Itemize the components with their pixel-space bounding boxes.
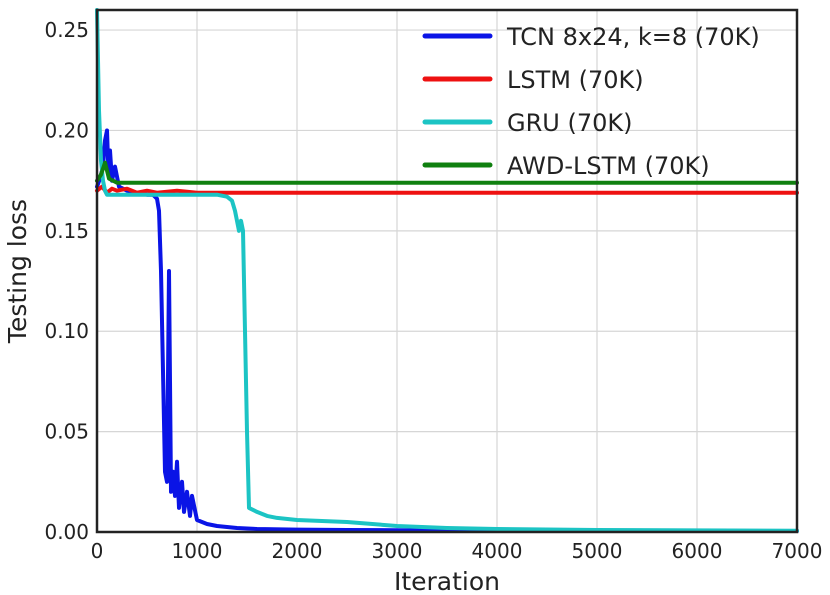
legend-label-2: GRU (70K)	[507, 109, 632, 137]
series-line-1	[95, 184, 799, 195]
x-tick-label: 0	[91, 539, 104, 563]
y-tick-label: 0.25	[44, 18, 89, 42]
x-tick-label: 5000	[572, 539, 623, 563]
y-tick-label: 0.05	[44, 420, 89, 444]
series-line-3	[95, 160, 799, 185]
series-line-2	[95, 8, 799, 533]
x-tick-label: 3000	[372, 539, 423, 563]
x-axis-label: Iteration	[394, 567, 500, 595]
y-axis-ticks: 0.00 0.05 0.10 0.15 0.20 0.25	[44, 18, 89, 544]
plot-frame	[95, 8, 799, 534]
x-tick-label: 6000	[672, 539, 723, 563]
grid	[97, 10, 798, 532]
x-axis-ticks: 0 1000 2000 3000 4000 5000 6000 7000	[91, 539, 823, 563]
x-tick-label: 7000	[772, 539, 823, 563]
y-tick-label: 0.20	[44, 118, 89, 142]
y-tick-label: 0.10	[44, 319, 89, 343]
y-axis-label: Testing loss	[3, 199, 32, 344]
y-tick-label: 0.15	[44, 219, 89, 243]
legend-label-3: AWD-LSTM (70K)	[507, 152, 710, 180]
x-tick-label: 2000	[272, 539, 323, 563]
legend-label-1: LSTM (70K)	[507, 66, 644, 94]
series-layer	[95, 8, 799, 533]
legend: TCN 8x24, k=8 (70K) LSTM (70K) GRU (70K) AW…	[422, 23, 760, 180]
legend-label-0: TCN 8x24, k=8 (70K)	[506, 23, 760, 51]
x-tick-label: 4000	[472, 539, 523, 563]
x-tick-label: 1000	[172, 539, 223, 563]
y-tick-label: 0.00	[44, 520, 89, 544]
